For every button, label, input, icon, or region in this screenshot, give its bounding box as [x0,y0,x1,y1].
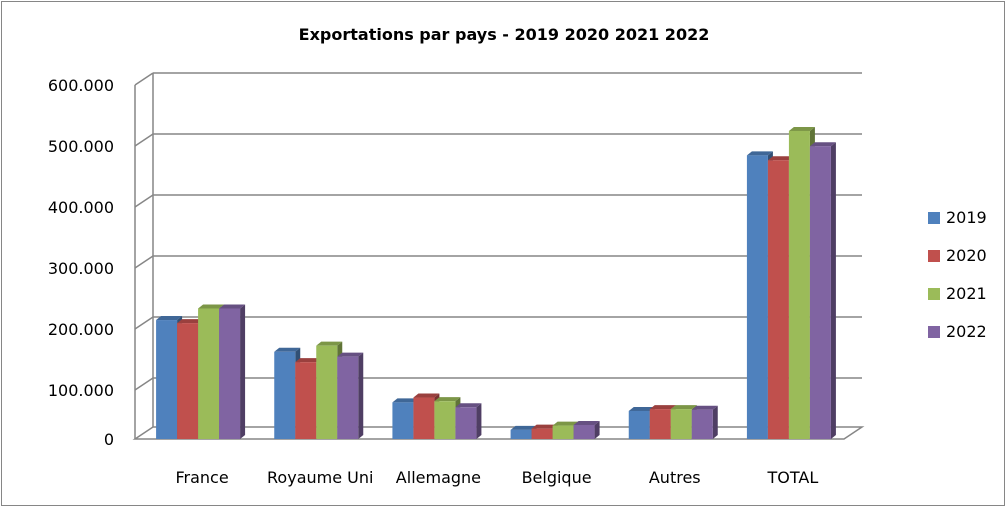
gridline-diagonal [134,255,154,269]
bar-group [392,393,482,439]
legend-label: 2021 [946,284,987,303]
y-tick-label: 200.000 [48,320,114,339]
y-tick-label: 0 [104,430,114,449]
bar-group [746,126,836,440]
legend-item: 2020 [928,246,987,265]
legend-swatch [928,212,940,224]
bar-group [628,405,718,439]
x-category-label: Royaume Uni [267,468,373,487]
bar [691,405,718,439]
legend-swatch [928,326,940,338]
bar [337,352,364,439]
x-axis-categories: France Royaume Uni Allemagne Belgique Autres… [175,468,818,487]
gridline-diagonal [134,377,154,391]
bar-group [274,341,364,439]
legend: 2019 2020 2021 2022 [928,208,987,341]
bar-group [510,420,600,439]
bar [455,403,482,439]
chart-title: Exportations par pays - 2019 2020 2021 2… [299,25,710,44]
bars [156,126,836,440]
gridline-diagonal [134,194,154,208]
legend-item: 2021 [928,284,987,303]
bar [219,304,246,439]
x-category-label: Autres [649,468,701,487]
legend-item: 2022 [928,322,987,341]
y-tick-label: 100.000 [48,381,114,400]
y-tick-label: 300.000 [48,259,114,278]
x-category-label: France [175,468,228,487]
bar-group [156,304,246,439]
gridline-diagonal [134,316,154,330]
legend-label: 2019 [946,208,987,227]
x-category-label: Belgique [522,468,592,487]
bar [809,142,836,439]
legend-swatch [928,288,940,300]
gridlines [134,72,862,391]
legend-label: 2020 [946,246,987,265]
y-tick-label: 600.000 [48,76,114,95]
y-tick-label: 400.000 [48,198,114,217]
legend-label: 2022 [946,322,987,341]
legend-item: 2019 [928,208,987,227]
y-axis-ticks: 0 100.000 200.000 300.000 400.000 500.000 600.… [48,76,114,449]
gridline-diagonal [134,72,154,86]
x-category-label: Allemagne [396,468,481,487]
x-category-label: TOTAL [767,468,819,487]
gridline-diagonal [134,133,154,147]
bar [573,420,600,439]
legend-swatch [928,250,940,262]
y-tick-label: 500.000 [48,137,114,156]
